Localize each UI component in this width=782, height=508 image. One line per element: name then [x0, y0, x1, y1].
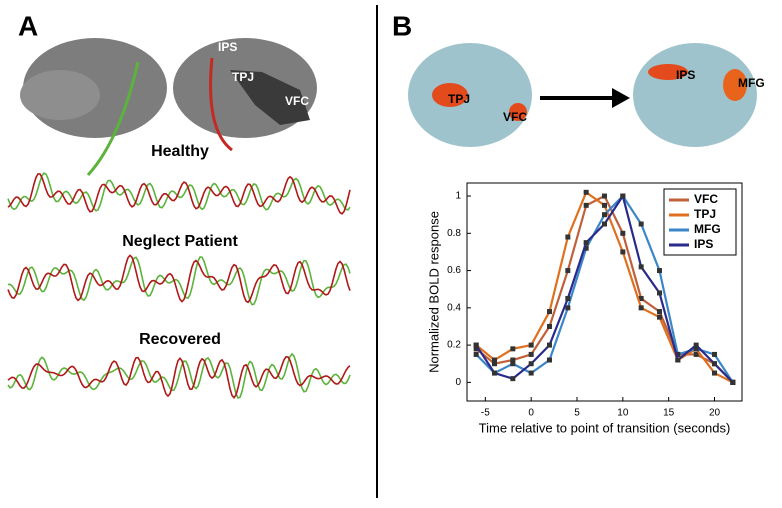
x-tick-label: 5 — [574, 408, 580, 419]
brain-right — [408, 43, 757, 147]
point — [547, 323, 552, 329]
point — [657, 268, 662, 274]
point — [620, 230, 626, 236]
region-label: TPJ — [232, 70, 254, 84]
y-tick-label: 0.4 — [447, 302, 461, 313]
region-label: IPS — [218, 40, 237, 54]
point — [583, 202, 589, 208]
point — [675, 351, 681, 357]
region-label: TPJ — [448, 92, 470, 106]
y-axis-label: Normalized BOLD response — [426, 211, 441, 373]
point — [565, 268, 571, 274]
point — [492, 361, 497, 367]
point — [638, 264, 644, 270]
point — [547, 342, 552, 348]
y-tick-label: 0.2 — [447, 340, 461, 351]
legend-label: MFG — [694, 222, 721, 236]
point — [492, 370, 497, 376]
point — [657, 309, 662, 315]
trace — [7, 256, 351, 306]
point — [547, 309, 552, 315]
point — [528, 351, 534, 357]
point — [528, 370, 534, 376]
point — [693, 342, 699, 348]
point — [602, 193, 607, 199]
x-tick-label: 20 — [709, 408, 721, 419]
legend-label: IPS — [694, 237, 713, 251]
x-tick-label: 15 — [663, 408, 675, 419]
plot-frame — [466, 182, 743, 402]
point — [565, 305, 571, 311]
point — [730, 379, 736, 385]
y-tick-label: 0.6 — [447, 265, 461, 276]
x-tick-label: -5 — [481, 408, 490, 419]
trace-label: Healthy — [151, 143, 209, 160]
point — [712, 370, 717, 376]
region-label: IPS — [676, 68, 695, 82]
x-axis-label: Time relative to point of transition (se… — [479, 420, 731, 435]
trace — [7, 254, 351, 304]
point — [492, 357, 497, 363]
trace-label: Recovered — [139, 331, 221, 348]
panel-label: A — [18, 10, 38, 41]
point — [565, 296, 571, 302]
brain-left — [20, 38, 317, 138]
point — [712, 361, 717, 367]
y-tick-label: 0.8 — [447, 228, 461, 239]
point — [638, 221, 644, 227]
arrow — [86, 61, 140, 177]
arrow — [209, 57, 233, 152]
point — [602, 212, 607, 218]
point — [712, 351, 717, 357]
x-tick-label: 10 — [617, 408, 629, 419]
legend-label: TPJ — [694, 207, 716, 221]
region-label: VFC — [285, 94, 309, 108]
point — [528, 342, 534, 348]
point — [693, 346, 699, 352]
point — [473, 342, 479, 348]
trace — [7, 352, 351, 399]
point — [528, 361, 534, 367]
point — [657, 314, 662, 320]
trace — [7, 355, 351, 399]
point — [583, 240, 589, 246]
point — [657, 290, 662, 296]
point — [510, 346, 516, 352]
trace — [7, 173, 351, 215]
point — [473, 346, 479, 352]
y-tick-label: 1 — [455, 191, 461, 202]
point — [583, 245, 589, 251]
point — [602, 202, 607, 208]
point — [675, 357, 681, 363]
point — [547, 357, 552, 363]
panel-label: B — [392, 10, 412, 41]
point — [565, 234, 571, 240]
point — [638, 296, 644, 302]
x-tick-label: 0 — [528, 408, 534, 419]
point — [693, 351, 699, 357]
legend-label: VFC — [694, 192, 718, 206]
point — [638, 305, 644, 311]
point — [620, 193, 626, 199]
point — [510, 361, 516, 367]
point — [473, 351, 479, 357]
region-label: MFG — [738, 76, 765, 90]
point — [583, 189, 589, 195]
point — [510, 376, 516, 382]
point — [510, 357, 516, 363]
region-label: VFC — [503, 110, 527, 124]
point — [602, 221, 607, 227]
point — [620, 249, 626, 255]
y-tick-label: 0 — [455, 377, 461, 388]
trace-label: Neglect Patient — [122, 233, 238, 250]
